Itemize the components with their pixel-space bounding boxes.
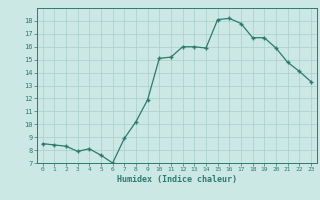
X-axis label: Humidex (Indice chaleur): Humidex (Indice chaleur) bbox=[117, 175, 237, 184]
